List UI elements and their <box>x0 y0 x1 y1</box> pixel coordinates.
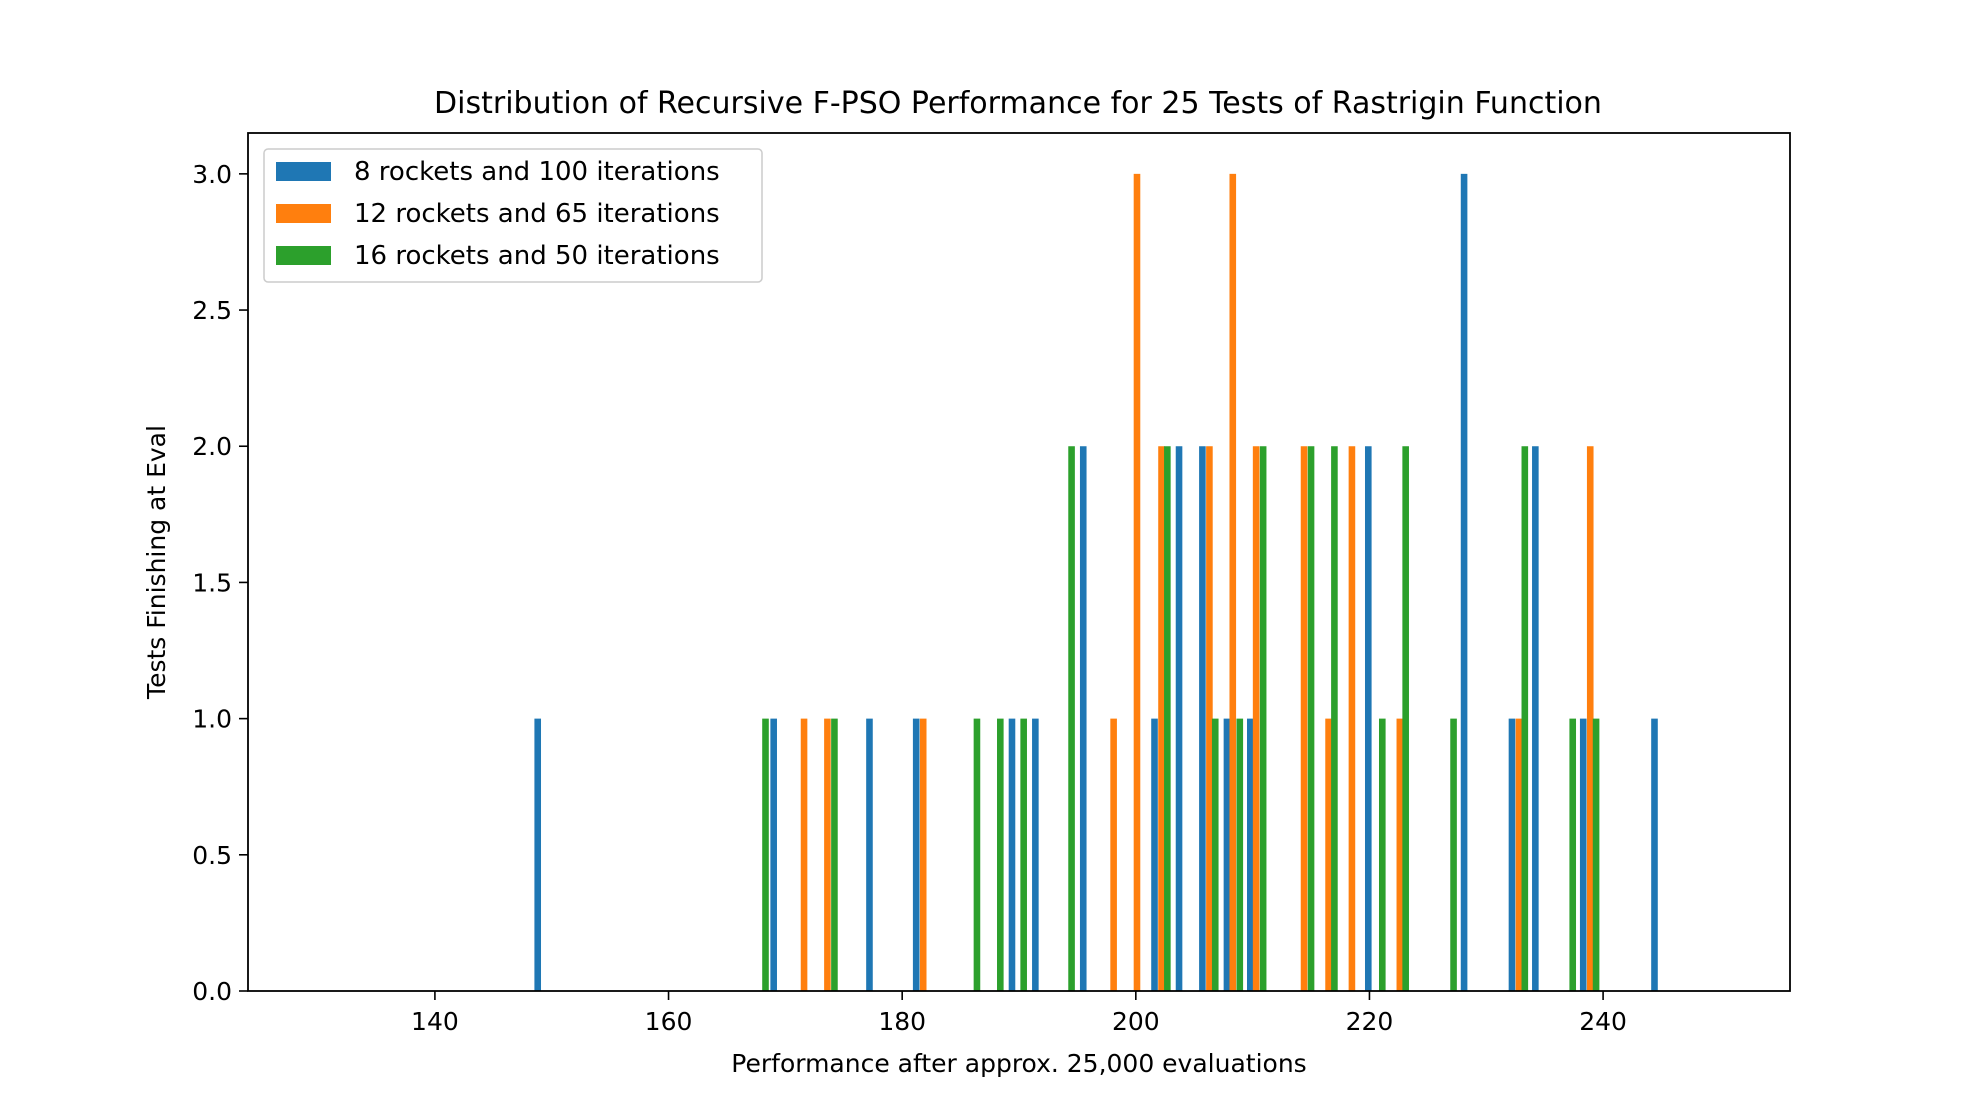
x-tick-label: 240 <box>1579 1007 1627 1036</box>
x-tick-label: 220 <box>1346 1007 1394 1036</box>
bar-series-0-7 <box>1151 718 1158 991</box>
bar-series-2-5 <box>1068 446 1075 991</box>
bar-series-1-13 <box>1515 718 1523 991</box>
bar-series-2-9 <box>1259 446 1267 991</box>
legend-label-8-rockets: 8 rockets and 100 iterations <box>354 157 720 187</box>
legend-swatch-12-rockets <box>276 204 331 223</box>
bar-series-1-9 <box>1300 446 1308 991</box>
chart-title: Distribution of Recursive F-PSO Performa… <box>434 86 1602 121</box>
y-axis-ticks: 0.0 0.5 1.0 1.5 2.0 2.5 3.0 <box>192 160 248 1006</box>
bar-series-2-6 <box>1164 446 1171 991</box>
bar-series-0-5 <box>1032 718 1039 991</box>
x-axis-ticks: 140 160 180 200 220 240 <box>411 991 1627 1036</box>
y-tick-label: 1.5 <box>192 568 232 597</box>
bar-series-0-10 <box>1223 718 1231 991</box>
y-tick-label: 1.0 <box>192 705 232 734</box>
bar-series-1-2 <box>919 718 927 991</box>
bar-series-0-15 <box>1532 446 1539 991</box>
bar-series-0-17 <box>1651 718 1658 991</box>
bar-series-1-7 <box>1229 173 1237 992</box>
bar-series-2-14 <box>1450 718 1457 991</box>
bar-series-2-10 <box>1307 446 1315 991</box>
bar-series-1-10 <box>1325 718 1332 991</box>
y-tick-label: 3.0 <box>192 160 232 189</box>
bar-series-2-13 <box>1402 446 1409 991</box>
bar-series-0-1 <box>770 718 777 991</box>
x-tick-label: 200 <box>1112 1007 1160 1036</box>
x-tick-label: 140 <box>411 1007 459 1036</box>
bar-series-1-4 <box>1133 173 1141 992</box>
bar-series-0-14 <box>1508 718 1516 991</box>
y-axis-label: Tests Finishing at Eval <box>142 425 171 700</box>
legend-swatch-8-rockets <box>276 162 331 181</box>
bar-series-0-9 <box>1199 446 1206 991</box>
bar-series-1-11 <box>1348 446 1356 991</box>
x-axis-label: Performance after approx. 25,000 evaluat… <box>731 1049 1306 1078</box>
bar-series-0-6 <box>1079 446 1087 991</box>
legend-label-16-rockets: 16 rockets and 50 iterations <box>354 241 720 271</box>
y-tick-label: 2.0 <box>192 432 232 461</box>
bar-series-2-12 <box>1379 718 1386 991</box>
bar-series-2-0 <box>762 718 769 991</box>
x-tick-label: 180 <box>878 1007 926 1036</box>
bar-series-1-5 <box>1158 446 1165 991</box>
legend: 8 rockets and 100 iterations 12 rockets … <box>263 148 763 283</box>
bar-series-1-8 <box>1252 446 1260 991</box>
bar-series-1-6 <box>1206 446 1213 991</box>
bar-series-1-0 <box>800 718 808 991</box>
bar-series-2-11 <box>1331 446 1338 991</box>
bar-series-2-17 <box>1592 718 1600 991</box>
bar-series-0-8 <box>1175 446 1183 991</box>
bar-series-1-12 <box>1396 718 1404 991</box>
x-tick-label: 160 <box>645 1007 693 1036</box>
plot-frame <box>247 132 1791 992</box>
bar-series-0-4 <box>1008 718 1016 991</box>
bar-series-2-2 <box>973 718 981 991</box>
y-tick-label: 0.5 <box>192 841 232 870</box>
legend-swatch-16-rockets <box>276 246 331 265</box>
bar-series-1-1 <box>824 718 831 991</box>
bar-series-0-3 <box>912 718 920 991</box>
bar-series-0-2 <box>866 718 873 991</box>
bar-series-0-13 <box>1460 173 1468 992</box>
bar-series-2-4 <box>1020 718 1027 991</box>
bar-series-2-16 <box>1569 718 1577 991</box>
bar-series-2-3 <box>997 718 1004 991</box>
bar-series-1-14 <box>1586 446 1594 991</box>
bars-layer <box>534 173 1658 992</box>
bar-series-2-8 <box>1236 718 1244 991</box>
bar-series-2-1 <box>831 718 838 991</box>
bar-series-2-7 <box>1211 718 1219 991</box>
bar-series-0-11 <box>1247 718 1254 991</box>
bar-series-2-15 <box>1521 446 1529 991</box>
bar-series-1-3 <box>1110 718 1117 991</box>
bar-series-0-12 <box>1364 446 1372 991</box>
legend-frame <box>263 148 763 283</box>
legend-label-12-rockets: 12 rockets and 65 iterations <box>354 199 720 229</box>
y-tick-label: 0.0 <box>192 977 232 1006</box>
bar-series-0-0 <box>534 718 542 991</box>
y-tick-label: 2.5 <box>192 296 232 325</box>
bar-series-0-16 <box>1579 718 1587 991</box>
